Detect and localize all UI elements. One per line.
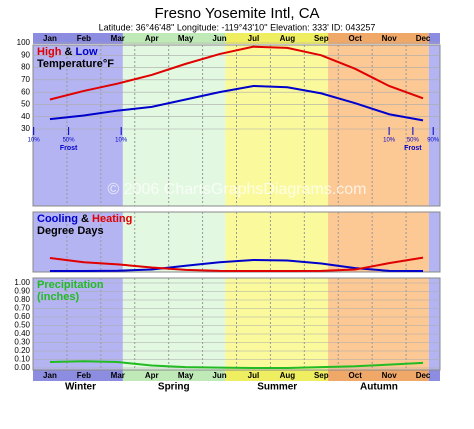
month-label: Nov [382,371,398,380]
season-band [225,45,329,206]
month-header [428,33,440,44]
season-band [328,212,429,272]
watermark: © 2006 ChartsGraphsDiagrams.com [108,181,367,198]
month-label: Oct [349,34,363,43]
y-tick-label: 60 [21,87,30,96]
month-label: Jun [212,34,226,43]
frost-label: 90% [427,138,440,144]
month-label: Sep [314,34,329,43]
legend-entry: Cooling [37,213,78,225]
series-line [49,84,424,122]
legend-title: (inches) [37,291,80,303]
month-label: Feb [77,34,91,43]
season-band [33,45,123,206]
frost-label: 10% [383,138,396,144]
month-label: Mar [111,34,125,43]
frost-title: Frost [60,145,78,152]
month-label: Jan [43,34,57,43]
month-label: Feb [77,371,91,380]
frost-label: 10% [28,138,41,144]
y-tick-label: 40 [21,112,30,121]
legend-joiner: & [65,46,73,58]
month-label: May [178,34,194,43]
month-label: Jul [248,371,260,380]
legend: Cooling & Heating [37,213,132,225]
month-label: Dec [416,371,431,380]
season-label: Summer [257,382,297,393]
frost-label: 50% [63,138,76,144]
month-header [122,370,226,381]
month-header [428,370,440,381]
month-header [122,33,226,44]
y-tick-label: 0.20 [14,346,30,355]
legend-entry: High [37,46,62,58]
y-tick-label: 0.40 [14,329,30,338]
month-header [328,370,429,381]
legend-entry: Heating [92,213,132,225]
y-tick-label: 50 [21,100,30,109]
month-label: Jan [43,371,57,380]
y-tick-label: 0.30 [14,338,30,347]
y-tick-label: 0.90 [14,287,30,296]
season-label: Spring [158,382,190,393]
month-label: Apr [145,34,159,43]
month-label: Nov [382,34,398,43]
y-tick-label: 0.70 [14,304,30,313]
month-label: Oct [349,371,363,380]
season-band [122,212,226,272]
month-label: Sep [314,371,329,380]
y-tick-label: 80 [21,63,30,72]
month-label: Mar [111,371,125,380]
month-label: May [178,371,194,380]
frost-label: 10% [115,138,128,144]
y-tick-label: 30 [21,124,30,133]
y-tick-label: 90 [21,50,30,59]
legend-entry: Precipitation [37,279,104,291]
season-label: Winter [65,382,96,393]
season-band [33,278,123,370]
month-header [225,33,329,44]
season-band [225,278,329,370]
frost-title: Frost [404,145,422,152]
season-band [428,278,440,370]
month-label: Jul [248,34,260,43]
season-band [328,278,429,370]
season-label: Autumn [360,382,398,393]
y-tick-label: 70 [21,75,30,84]
season-band [428,212,440,272]
month-header [33,33,123,44]
month-label: Aug [280,371,296,380]
season-band [122,278,226,370]
chart-title: Fresno Yosemite Intl, CA [154,5,319,22]
legend-joiner: & [81,213,89,225]
series-line [49,256,424,272]
month-header [328,33,429,44]
legend-entry: Low [76,46,98,58]
series-line [49,360,424,369]
y-tick-label: 0.80 [14,295,30,304]
month-label: Aug [280,34,296,43]
legend-title: Degree Days [37,225,104,237]
legend: Precipitation [37,279,104,291]
season-band [328,45,429,206]
season-band [122,45,226,206]
month-label: Apr [145,371,159,380]
season-band [428,45,440,206]
y-tick-label: 1.00 [14,278,30,287]
month-label: Dec [416,34,431,43]
y-tick-label: 0.50 [14,321,30,330]
month-header [33,370,123,381]
y-tick-label: 0.10 [14,355,30,364]
series-line [49,45,424,101]
month-label: Jun [212,371,226,380]
legend: High & Low [37,46,98,58]
legend-title: Temperature°F [37,58,114,70]
frost-label: 50% [407,138,420,144]
y-tick-label: 100 [17,38,31,47]
month-header [225,370,329,381]
chart-subtitle: Latitude: 36°46'48'' Longitude: -119°43'… [99,22,376,32]
y-tick-label: 0.00 [14,363,30,372]
y-tick-label: 0.60 [14,312,30,321]
